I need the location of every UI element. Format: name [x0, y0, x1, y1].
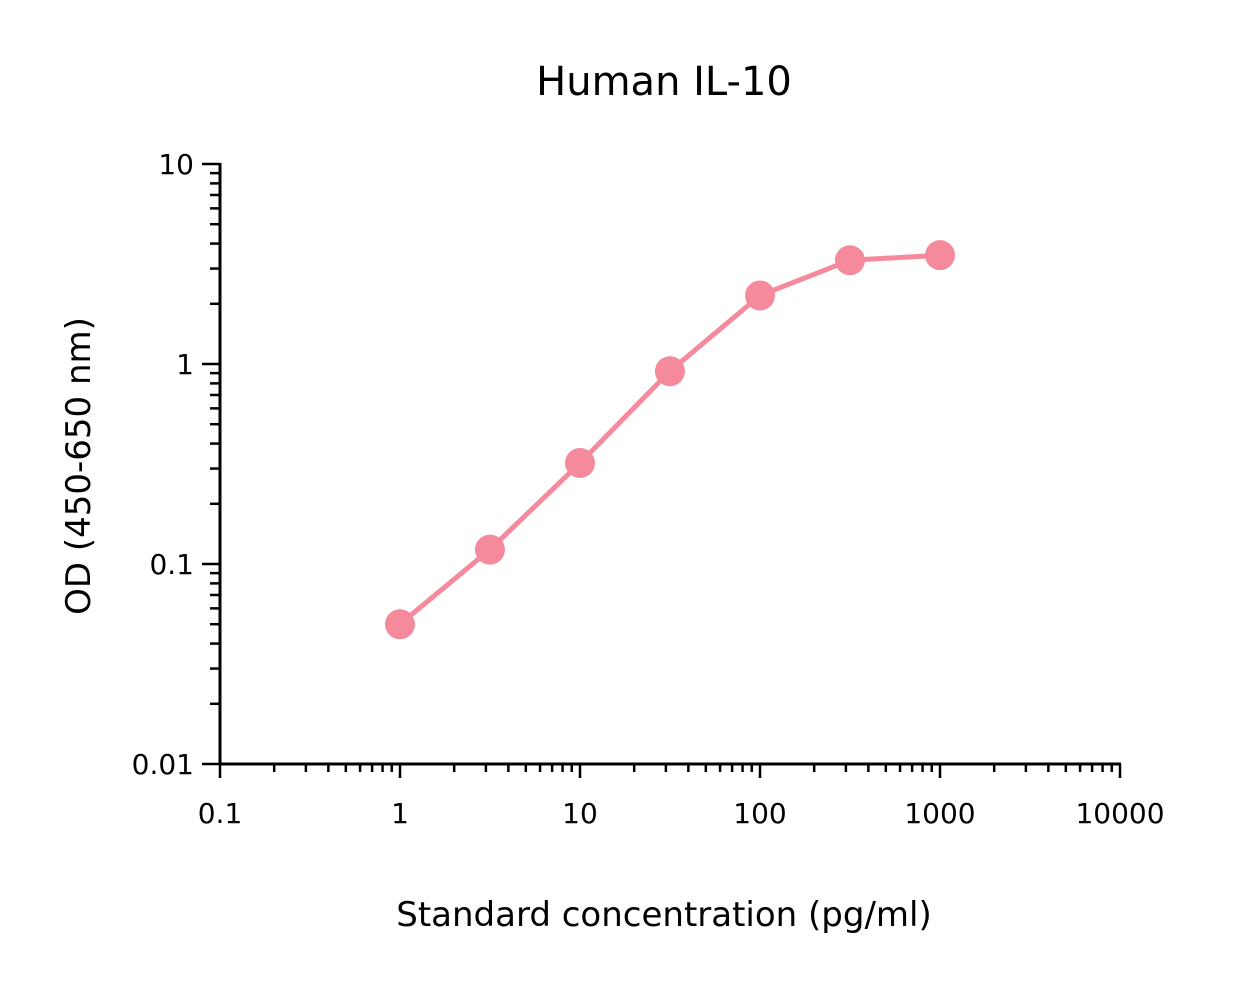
x-axis-ticks: 0.1 1 10 100 1000 10000 — [198, 764, 1165, 830]
data-point — [385, 609, 415, 640]
x-tick-label: 1 — [391, 797, 409, 830]
y-minor-ticks — [210, 171, 220, 706]
data-point — [654, 356, 685, 387]
x-tick-label: 10000 — [1075, 797, 1164, 830]
y-tick-label: 0.1 — [149, 548, 194, 581]
x-tick-label: 0.1 — [198, 797, 243, 830]
y-tick-label: 0.01 — [132, 748, 194, 781]
data-point — [745, 280, 775, 311]
y-tick-label: 1 — [176, 348, 194, 381]
series-group — [385, 240, 955, 640]
series-line — [398, 252, 941, 627]
y-axis-ticks: 0.01 0.1 1 10 — [132, 148, 220, 781]
x-axis-label: Standard concentration (pg/ml) — [396, 895, 931, 935]
data-point — [474, 534, 505, 565]
data-point — [834, 245, 865, 276]
x-tick-label: 1000 — [904, 797, 975, 830]
chart-title: Human IL-10 — [536, 59, 792, 105]
x-tick-label: 10 — [562, 797, 598, 830]
y-tick-label: 10 — [158, 148, 194, 181]
data-point — [925, 240, 955, 271]
data-point — [565, 447, 595, 478]
y-axis-label: OD (450-650 nm) — [59, 317, 99, 615]
x-tick-label: 100 — [733, 797, 786, 830]
